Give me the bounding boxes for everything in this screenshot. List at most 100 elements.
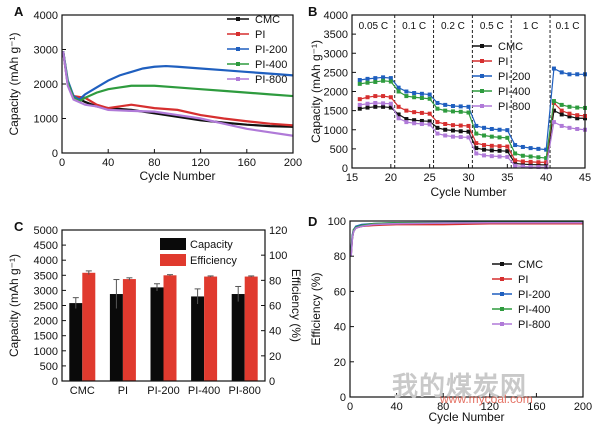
data-point-PI-400 [381, 78, 386, 83]
y-axis-D-tick-label: 100 [328, 216, 346, 228]
data-point-PI-400 [513, 151, 518, 156]
x-axis-D-tick-label: 120 [481, 401, 499, 413]
y-axis-B-tick-label: 1000 [324, 125, 348, 137]
x-axis-label-D: Cycle Number [428, 410, 504, 424]
legend-label-PI-800: PI-800 [518, 319, 550, 331]
data-point-PI-400 [567, 104, 572, 109]
data-point-PI-400 [458, 109, 463, 114]
y-axis-D-tick-label: 60 [334, 286, 346, 298]
data-point-PI-800 [435, 131, 440, 136]
series-line-PI [350, 222, 583, 253]
data-point-PI-400 [388, 79, 393, 84]
data-point-PI [544, 160, 549, 165]
y2-axis-label-C: Efficiency (%) [289, 269, 303, 342]
data-point-PI-800 [357, 102, 362, 107]
data-point-CMC [450, 128, 455, 133]
data-point-PI-400 [365, 80, 370, 85]
data-point-PI-800 [419, 122, 424, 127]
data-point-PI-400 [536, 155, 541, 160]
bar-capacity [109, 294, 123, 381]
x-axis-D-tick-label: 40 [390, 401, 402, 413]
data-point-PI [513, 158, 518, 163]
y-axis-label-C: Capacity (mAh g⁻¹) [7, 254, 21, 357]
legend-label-PI-800: PI-800 [255, 74, 287, 86]
y-axis-A-tick-label: 1000 [34, 114, 58, 126]
legend-marker-CMC [480, 44, 484, 48]
x-axis-A-tick-label: 80 [148, 157, 160, 169]
data-point-PI-800 [396, 116, 401, 121]
y-axis-C-tick-label: 5000 [34, 225, 58, 237]
data-point-PI [357, 97, 362, 102]
legend-marker-PI [480, 59, 484, 63]
legend-marker-PI-800 [500, 322, 504, 326]
data-point-CMC [388, 105, 393, 110]
data-point-PI [396, 104, 401, 109]
plot-frame-D [349, 220, 584, 398]
y-axis-label-B: Capacity (mAh g⁻¹) [309, 40, 323, 143]
data-point-PI-400 [427, 96, 432, 101]
legend-label-Efficiency: Efficiency [190, 255, 237, 267]
category-label: PI [118, 385, 128, 397]
data-point-CMC [419, 118, 424, 123]
data-point-PI [404, 108, 409, 113]
rate-label: 0.2 C [441, 21, 465, 32]
data-point-PI [443, 122, 448, 127]
legend-label-CMC: CMC [518, 259, 543, 271]
watermark-url: www.mycoal.com [440, 392, 533, 406]
data-point-PI-200 [450, 104, 455, 109]
data-point-PI-400 [505, 135, 510, 140]
series-line-PI-200 [62, 51, 294, 101]
x-axis-A-tick-label: 120 [191, 157, 209, 169]
x-axis-A-tick-label: 160 [238, 157, 256, 169]
data-point-CMC [505, 149, 510, 154]
x-axis-B-tick-label: 45 [579, 172, 591, 184]
data-point-PI [466, 123, 471, 128]
legend-marker-PI-200 [236, 47, 240, 51]
data-point-CMC [536, 162, 541, 167]
data-point-PI-800 [528, 164, 533, 169]
data-point-PI [497, 144, 502, 149]
series-line-PI-400 [62, 51, 294, 103]
rate-label: 0.5 C [480, 21, 504, 32]
category-label: PI-200 [147, 385, 179, 397]
data-point-PI [559, 108, 564, 113]
y2-axis-C-tick-label: 120 [269, 225, 287, 237]
series-line-PI-800 [350, 221, 583, 257]
legend-marker-PI-400 [500, 307, 504, 311]
data-point-PI-200 [381, 75, 386, 80]
data-point-CMC [435, 125, 440, 130]
data-point-CMC [396, 112, 401, 117]
data-point-PI-200 [544, 147, 549, 152]
y-axis-C-tick-label: 3000 [34, 285, 58, 297]
legend-label-PI-200: PI-200 [255, 44, 287, 56]
bar-capacity [231, 294, 245, 381]
data-point-PI-400 [497, 135, 502, 140]
data-point-PI-200 [427, 92, 432, 97]
data-point-CMC [466, 129, 471, 134]
data-point-PI-800 [427, 122, 432, 127]
x-axis-D-tick-label: 160 [527, 401, 545, 413]
data-point-PI-800 [489, 154, 494, 159]
data-point-PI-400 [575, 105, 580, 110]
y-axis-B-tick-label: 500 [330, 144, 348, 156]
y-axis-B-tick-label: 1500 [324, 106, 348, 118]
data-point-PI-200 [412, 91, 417, 96]
data-point-PI [575, 113, 580, 118]
watermark-brand: 我的煤炭网 [392, 371, 528, 401]
bar-capacity [191, 296, 205, 381]
bar-efficiency [244, 276, 258, 381]
data-point-PI-400 [528, 154, 533, 159]
data-point-PI-200 [489, 126, 494, 131]
panel-label-D: D [308, 214, 317, 229]
data-point-PI-400 [520, 153, 525, 158]
data-point-PI-400 [551, 99, 556, 104]
panel-label-A: A [14, 4, 24, 19]
y-axis-B-tick-label: 3500 [324, 29, 348, 41]
legend-marker-PI-400 [236, 62, 240, 66]
legend-label-PI: PI [255, 29, 265, 41]
data-point-PI-800 [388, 101, 393, 106]
panel-label-C: C [14, 219, 24, 234]
data-point-CMC [482, 147, 487, 152]
y-axis-B-tick-label: 2000 [324, 87, 348, 99]
